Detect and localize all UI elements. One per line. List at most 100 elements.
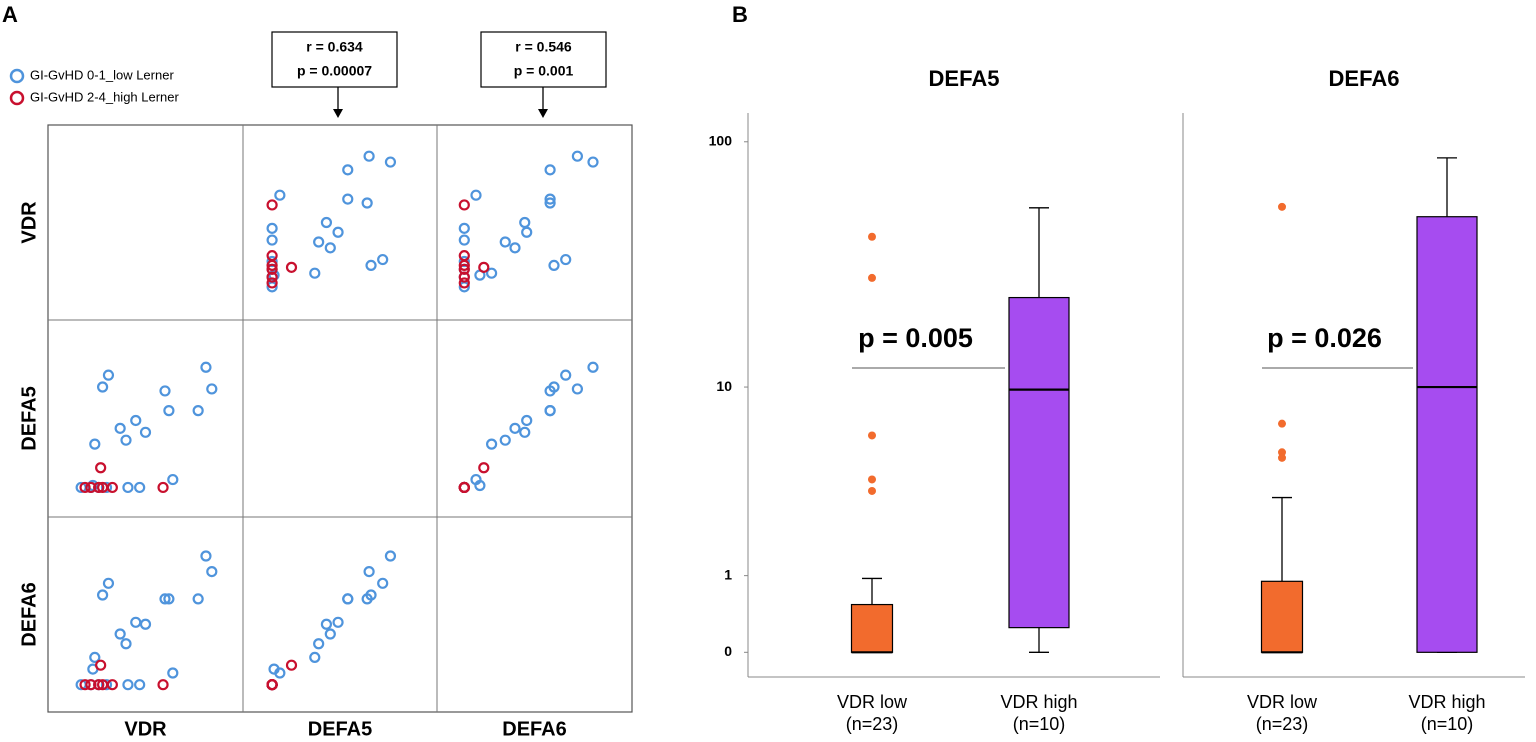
- scatter-point: [163, 405, 175, 417]
- scatter-point: [122, 679, 134, 691]
- scatter-point: [106, 481, 118, 494]
- scatter-point: [499, 236, 511, 248]
- scatter-point: [268, 663, 280, 675]
- scatter-point: [486, 438, 498, 450]
- scatter-point: [266, 263, 278, 275]
- scatter-point: [365, 259, 377, 271]
- outlier: [868, 486, 876, 495]
- scatter-point: [122, 481, 134, 494]
- scatter-point: [519, 426, 531, 438]
- box: [1260, 580, 1304, 653]
- outlier: [868, 273, 876, 282]
- scatter-point: [342, 193, 354, 205]
- scatter-point: [377, 577, 389, 589]
- scatter-point: [96, 381, 109, 393]
- scatter-point: [285, 261, 298, 273]
- scatter-point: [458, 199, 470, 211]
- p-value: p = 0.026: [1267, 323, 1382, 353]
- annotation-r: r = 0.546: [515, 39, 572, 55]
- scatter-point: [139, 618, 152, 630]
- annotation-arrowhead: [333, 109, 343, 118]
- scatter-point: [521, 414, 533, 427]
- scatter-point: [521, 226, 533, 238]
- y-tick-label: 10: [716, 378, 732, 394]
- box: [1416, 216, 1478, 653]
- scatter-point: [548, 381, 560, 393]
- chart-title: DEFA6: [1329, 66, 1400, 91]
- scatter-point: [544, 405, 556, 417]
- scatter-point: [363, 150, 375, 162]
- x-tick-sublabel: (n=10): [1421, 714, 1474, 734]
- outlier: [868, 431, 876, 440]
- scatter-point: [159, 593, 171, 605]
- scatter-point: [157, 481, 169, 494]
- outlier: [868, 475, 876, 484]
- scatter-point: [89, 651, 101, 664]
- scatter-point: [458, 222, 470, 234]
- scatter-point: [324, 628, 336, 640]
- scatter-point: [571, 150, 584, 162]
- scatter-point: [342, 593, 354, 605]
- scatter-point: [95, 462, 107, 474]
- scatter-point: [458, 481, 470, 494]
- annotation-p: p = 0.001: [514, 63, 574, 79]
- scatter-point: [130, 616, 142, 628]
- outlier: [1278, 202, 1286, 211]
- x-tick-label: VDR low: [1247, 692, 1318, 712]
- scatter-point: [560, 369, 572, 381]
- scatter-point: [93, 481, 105, 494]
- scatter-point: [384, 156, 397, 168]
- scatter-point: [85, 481, 97, 494]
- scatter-point: [89, 438, 101, 450]
- scatter-point: [139, 426, 152, 438]
- scatter-point: [519, 216, 531, 229]
- scatter-point: [266, 259, 278, 271]
- scatter-point: [192, 593, 204, 605]
- scatter-point: [266, 199, 278, 211]
- x-tick-label: VDR high: [1000, 692, 1077, 712]
- scatter-point: [458, 255, 470, 268]
- scatter-point: [96, 589, 109, 601]
- scatter-point: [192, 405, 204, 417]
- scatter-point: [266, 255, 278, 268]
- annotation-box: [271, 31, 398, 88]
- y-tick-label: 0: [724, 643, 732, 659]
- annotation-p: p = 0.00007: [297, 63, 372, 79]
- scatter-point: [499, 434, 511, 446]
- scatter-point: [167, 473, 179, 486]
- scatter-point: [130, 414, 142, 427]
- scatter-point: [458, 277, 470, 289]
- outlier: [1278, 419, 1286, 428]
- scatter-point: [163, 593, 175, 605]
- scatter-point: [85, 679, 97, 691]
- x-tick-sublabel: (n=23): [1256, 714, 1309, 734]
- scatter-point: [157, 679, 169, 691]
- row-label: DEFA5: [18, 386, 40, 450]
- y-tick-label: 100: [709, 132, 733, 148]
- scatter-point: [309, 651, 321, 664]
- scatter-point: [384, 550, 397, 562]
- scatter-point: [167, 667, 179, 679]
- scatter-point: [96, 481, 109, 494]
- scatter-point: [79, 679, 91, 691]
- annotation-r: r = 0.634: [306, 39, 363, 55]
- scatter-point: [313, 236, 325, 248]
- scatter-point: [458, 250, 470, 262]
- scatter-point: [544, 193, 556, 205]
- scatter-point: [332, 616, 344, 628]
- scatter-point: [377, 253, 389, 266]
- chart-title: DEFA5: [929, 66, 1000, 91]
- outlier: [1278, 453, 1286, 462]
- outlier: [1278, 448, 1286, 457]
- y-tick-label: 1: [724, 566, 732, 582]
- box: [850, 603, 894, 653]
- scatter-point: [274, 189, 286, 201]
- scatter-point: [102, 577, 115, 589]
- scatter-point: [324, 242, 336, 254]
- scatter-point: [120, 434, 132, 446]
- scatter-point: [134, 679, 146, 691]
- legend-marker: [9, 90, 25, 106]
- scatter-point: [266, 234, 278, 246]
- scatter-point: [266, 271, 278, 283]
